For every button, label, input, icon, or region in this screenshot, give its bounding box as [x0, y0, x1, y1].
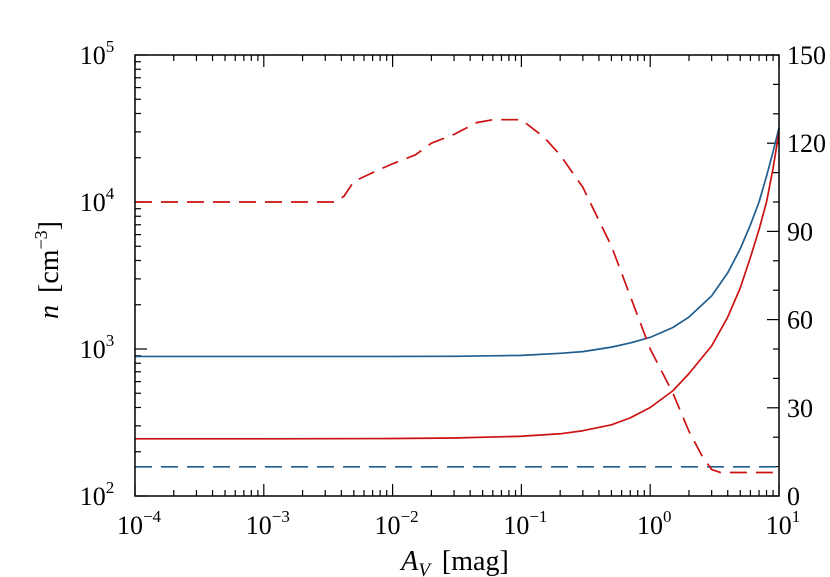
- axis-ticks: [134, 54, 780, 497]
- y-tick-label: 102: [80, 478, 115, 511]
- x-tick-label: 100: [637, 507, 672, 540]
- x-tick-label: 101: [766, 507, 801, 540]
- y-axis-label-main: n: [34, 305, 65, 319]
- x-axis-label: AV [mag]: [399, 546, 509, 577]
- y-tick-label: 104: [80, 184, 115, 217]
- x-axis-label-main: A: [399, 546, 419, 577]
- y-axis-label-unit-exp: −3: [31, 230, 51, 249]
- x-tick-label: 10−3: [246, 507, 290, 540]
- series-line-4: [135, 118, 779, 474]
- x-axis-label-unit: [mag]: [442, 546, 509, 577]
- y-axis-label: n [cm−3]: [31, 221, 65, 319]
- y2-tick-label: 90: [787, 217, 813, 246]
- x-tick-label: 10−2: [375, 507, 419, 540]
- x-tick-label: 10−1: [503, 507, 547, 540]
- y2-tick-label: 30: [787, 394, 813, 423]
- series-line-1: [135, 127, 780, 358]
- y-tick-label: 103: [80, 331, 115, 364]
- y-tick-label: 105: [80, 37, 115, 70]
- series-line-2: [135, 131, 780, 440]
- y2-tick-label: 150: [787, 41, 826, 70]
- y-axis-label-unit-post: ]: [34, 221, 65, 230]
- data-lines: [135, 118, 780, 474]
- y2-tick-label: 0: [787, 482, 800, 511]
- y2-tick-label: 120: [787, 129, 826, 158]
- y-axis-label-unit-pre: [cm: [34, 249, 65, 293]
- x-axis-label-sub: V: [418, 560, 432, 577]
- y2-tick-label: 60: [787, 306, 813, 335]
- x-tick-label: 10−4: [117, 507, 162, 540]
- plot-frame: [134, 54, 780, 497]
- tick-labels: 10−4 10−3 10−2 10−1 100 101 102 103 104 105 0 30 60 9…: [80, 37, 826, 540]
